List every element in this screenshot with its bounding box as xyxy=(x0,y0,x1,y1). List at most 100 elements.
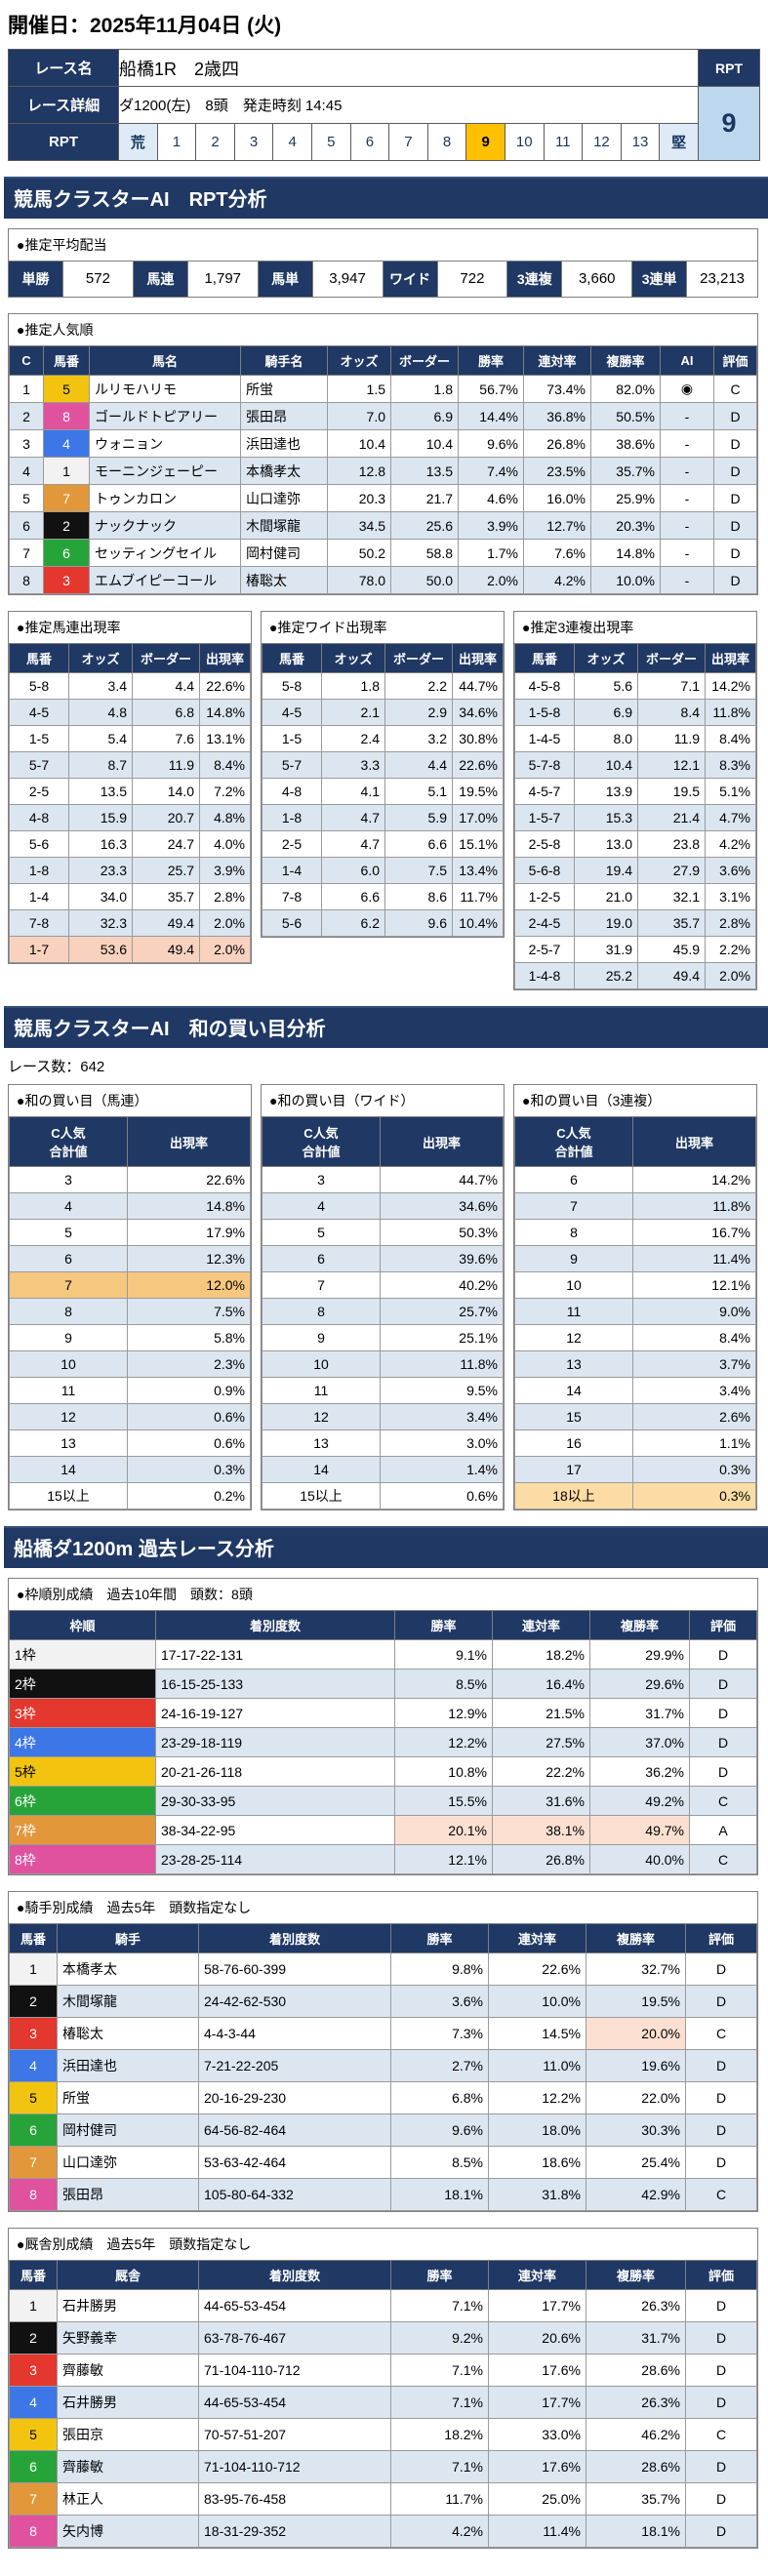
odds-cell: 32.3 xyxy=(68,909,133,937)
odds-cell: 12.8 xyxy=(327,457,391,485)
rate-cell: 8.4% xyxy=(632,1324,756,1351)
show-rate-cell: 32.7% xyxy=(586,1952,686,1986)
quinella-rate-cell: 12.2% xyxy=(488,2081,586,2114)
win-rate-cell: 2.7% xyxy=(390,2049,489,2082)
popularity-title: ●推定人気順 xyxy=(17,322,94,338)
column-header: 出現率 xyxy=(199,643,251,673)
table-row: 8 3 エムブイピーコール 椿聡太 78.0 50.0 2.0% 4.2% 10.0% - D xyxy=(9,566,757,594)
odds-cell: 34.0 xyxy=(68,883,133,910)
win-rate-cell: 7.4% xyxy=(458,457,524,485)
stable-results-box: ●厩舎別成績 過去5年 頭数指定なし 馬番 厩舎 着別度数 勝率 連対率 複勝率 評価 1 石井… xyxy=(8,2228,758,2549)
odds-cell: 2.4 xyxy=(321,725,385,752)
border-cell: 35.7 xyxy=(132,883,200,910)
payout-label: 馬連 xyxy=(133,262,188,297)
rate-cell: 4.2% xyxy=(705,830,756,858)
sum-value-cell: 12 xyxy=(262,1403,381,1430)
jockey-name-cell: 所蛍 xyxy=(240,375,328,403)
horse-name-cell: モーニンジェーピー xyxy=(89,457,241,485)
column-header: 連対率 xyxy=(488,2260,586,2290)
table-row: 1枠 17-17-22-131 9.1% 18.2% 29.9% D xyxy=(9,1639,757,1670)
horse-number-cell: 3 xyxy=(43,566,90,594)
column-header: 馬名 xyxy=(89,345,241,376)
combo-cell: 2-5-7 xyxy=(514,936,575,963)
eval-cell: D xyxy=(685,1952,757,1986)
odds-cell: 15.9 xyxy=(68,804,133,831)
border-cell: 25.6 xyxy=(390,511,459,540)
payout-title: ●推定平均配当 xyxy=(17,237,107,253)
table-row: 1-5-7 15.3 21.4 4.7% xyxy=(514,804,756,831)
show-rate-cell: 25.4% xyxy=(586,2146,686,2179)
horse-number-cell: 4 xyxy=(9,2049,58,2082)
header-row: 馬番 騎手 着別度数 勝率 連対率 複勝率 評価 xyxy=(9,1923,757,1953)
table-row: 15以上 0.6% xyxy=(262,1482,504,1509)
quinella-rate-cell: 4.2% xyxy=(523,566,591,594)
quinella-rate-cell: 16.4% xyxy=(492,1669,590,1699)
column-header: 馬番 xyxy=(9,1923,58,1953)
horse-number-cell: 2 xyxy=(9,1985,58,2018)
eval-cell: D xyxy=(689,1639,757,1670)
eval-cell: D xyxy=(713,429,757,458)
section-banner-past: 船橋ダ1200m 過去レース分析 xyxy=(4,1526,768,1568)
show-rate-cell: 29.9% xyxy=(589,1639,690,1670)
rate-cell: 3.6% xyxy=(705,857,756,884)
odds-cell: 6.6 xyxy=(321,883,385,910)
table-row: 7 山口達弥 53-63-42-464 8.5% 18.6% 25.4% D xyxy=(9,2146,757,2179)
rate-cell: 3.4% xyxy=(380,1403,504,1430)
rate-cell: 0.3% xyxy=(632,1456,756,1483)
show-rate-cell: 35.7% xyxy=(586,2482,686,2516)
rate-cell: 9.0% xyxy=(632,1298,756,1325)
horse-number-cell: 7 xyxy=(9,2146,58,2179)
sum-value-cell: 14 xyxy=(9,1456,128,1483)
jockey-results-table: 馬番 騎手 着別度数 勝率 連対率 複勝率 評価 1 本橋孝太 58-76-60-399 9.8% 2… xyxy=(9,1923,757,2211)
table-row: 1-4-5 8.0 11.9 8.4% xyxy=(514,725,756,752)
border-cell: 49.4 xyxy=(132,909,200,937)
eval-cell: A xyxy=(689,1815,757,1845)
rate-cell: 50.3% xyxy=(380,1219,504,1246)
record-cell: 20-16-29-230 xyxy=(198,2081,391,2114)
column-header: 連対率 xyxy=(523,345,591,376)
win-rate-cell: 4.2% xyxy=(390,2515,489,2548)
win-rate-cell: 9.2% xyxy=(390,2321,489,2355)
rate-cell: 15.1% xyxy=(452,830,504,858)
table-row: 1-4 6.0 7.5 13.4% xyxy=(262,857,504,884)
rate-cell: 14.8% xyxy=(127,1192,251,1220)
eval-cell: D xyxy=(685,2146,757,2179)
eval-cell: D xyxy=(685,2386,757,2419)
table-row: 11 0.9% xyxy=(9,1377,251,1404)
wa-umaren-title: ●和の買い目（馬連） xyxy=(17,1093,148,1108)
border-cell: 7.6 xyxy=(132,725,200,752)
jockey-results-title: ●騎手別成績 過去5年 頭数指定なし xyxy=(17,1900,252,1915)
rate-cell: 8.4% xyxy=(705,725,756,752)
sum-value-cell: 7 xyxy=(262,1271,381,1299)
show-rate-cell: 37.0% xyxy=(589,1727,690,1757)
jockey-name-cell: 浜田達也 xyxy=(57,2049,199,2082)
win-rate-cell: 11.7% xyxy=(390,2482,489,2516)
table-row: 3 44.7% xyxy=(262,1166,504,1193)
column-header: 出現率 xyxy=(127,1116,251,1167)
horse-name-cell: ナックナック xyxy=(89,511,241,540)
combo-cell: 1-2-5 xyxy=(514,883,575,910)
ai-mark-cell: - xyxy=(660,566,714,594)
wa-wide-box: ●和の買い目（ワイド） C人気 合計値 出現率 3 44.7% 4 34.6% 5 50.3%… xyxy=(261,1084,505,1510)
rate-cell: 3.7% xyxy=(632,1350,756,1378)
column-header: 評価 xyxy=(689,1610,757,1640)
frame-results-title: ●枠順別成績 過去10年間 頭数：8頭 xyxy=(17,1587,253,1602)
jockey-name-cell: 木間塚龍 xyxy=(57,1985,199,2018)
win-rate-cell: 4.6% xyxy=(458,484,524,512)
wa-sanrenpuku-title: ●和の買い目（3連複） xyxy=(522,1093,662,1108)
odds-cell: 34.5 xyxy=(327,511,391,540)
table-row: 4 14.8% xyxy=(9,1192,251,1220)
combo-cell: 5-7 xyxy=(9,751,69,779)
table-row: 1-5 2.4 3.2 30.8% xyxy=(262,725,504,752)
eval-cell: D xyxy=(685,1985,757,2018)
rate-cell: 3.1% xyxy=(705,883,756,910)
jockey-name-cell: 椿聡太 xyxy=(57,2017,199,2050)
show-rate-cell: 18.1% xyxy=(586,2515,686,2548)
win-rate-cell: 9.6% xyxy=(390,2113,489,2147)
sum-value-cell: 14 xyxy=(262,1456,381,1483)
win-rate-cell: 6.8% xyxy=(390,2081,489,2114)
eval-cell: D xyxy=(685,2081,757,2114)
combo-cell: 1-8 xyxy=(9,857,69,884)
combo-cell: 5-8 xyxy=(9,672,69,700)
rate-cell: 12.3% xyxy=(127,1245,251,1272)
